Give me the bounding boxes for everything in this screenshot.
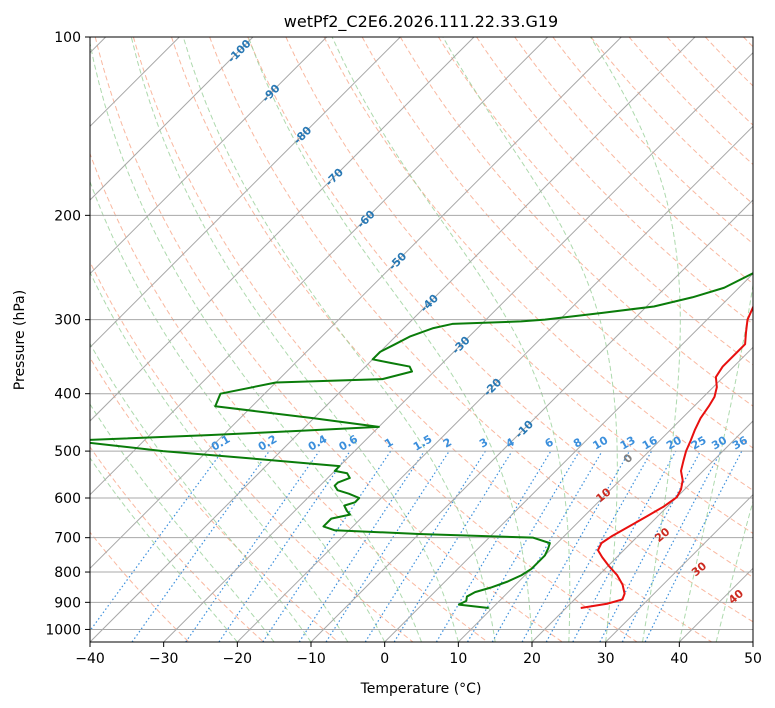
dry-adiabat: [628, 37, 753, 166]
moist-adiabat: [247, 37, 533, 642]
temperature-line: [580, 304, 753, 609]
isotherm-line: [236, 125, 753, 642]
x-tick-label: 0: [380, 651, 389, 667]
moist-adiabat: [182, 37, 496, 642]
dry-adiabat: [209, 37, 753, 623]
plot-frame: [89, 36, 754, 643]
mixing-ratio-line: [393, 450, 513, 642]
dry-adiabat: [94, 37, 563, 642]
isotherm-line: [310, 199, 753, 642]
moist-adiabat: [90, 40, 422, 642]
y-tick-label: 100: [54, 30, 81, 46]
moist-adiabat: [90, 180, 386, 642]
isotherm-line: [90, 37, 475, 422]
dry-adiabat: [399, 37, 753, 407]
moist-adiabat: [331, 37, 571, 642]
chart-title: wetPf2_C2E6.2026.111.22.33.G19: [284, 12, 558, 32]
dry-adiabat: [438, 37, 753, 366]
x-tick-label: −10: [296, 651, 326, 667]
mixing-ratio-line: [644, 450, 743, 642]
dry-adiabat: [514, 37, 753, 285]
mixing-ratio-line: [131, 450, 270, 642]
y-tick-label: 400: [54, 387, 81, 403]
moist-adiabat: [590, 37, 681, 642]
dry-adiabat: [90, 446, 264, 642]
dry-adiabat: [247, 37, 753, 578]
isotherm-line: [605, 493, 753, 642]
mixing-ratio-line: [572, 450, 677, 642]
x-tick-label: 20: [523, 651, 541, 667]
moist-adiabat: [90, 457, 238, 642]
moist-adiabat: [678, 281, 753, 642]
dry-adiabat: [285, 37, 753, 535]
y-tick-label: 1000: [45, 622, 81, 638]
dewpoint-line: [90, 272, 753, 609]
x-tick-label: 50: [744, 651, 762, 667]
dry-adiabat: [132, 37, 638, 642]
isotherm-line: [90, 37, 622, 570]
moist-adiabat: [715, 499, 753, 642]
y-tick-label: 700: [54, 531, 81, 547]
y-tick-label: 900: [54, 595, 81, 611]
moist-adiabat: [442, 37, 618, 642]
x-axis-title: Temperature (°C): [360, 681, 482, 697]
dry-adiabat: [90, 260, 414, 642]
moist-adiabat: [90, 271, 349, 642]
dry-adiabat: [171, 37, 713, 642]
dry-adiabat: [323, 37, 753, 491]
isotherm-line: [531, 420, 753, 642]
mixing-ratio-line: [325, 450, 450, 642]
isotherm-line: [384, 272, 753, 642]
y-tick-label: 300: [54, 313, 81, 329]
mixing-ratio-line: [90, 450, 223, 632]
mixing-ratio-line: [185, 450, 320, 642]
mixing-ratio-line: [218, 450, 351, 642]
x-tick-label: 40: [670, 651, 688, 667]
y-tick-label: 500: [54, 444, 81, 460]
y-tick-label: 200: [54, 208, 81, 224]
y-tick-label: 800: [54, 565, 81, 581]
x-tick-label: −40: [75, 651, 105, 667]
mixing-ratio-line: [298, 450, 425, 642]
moist-adiabat: [130, 37, 459, 642]
isotherm-line: [90, 37, 696, 642]
y-axis-title: Pressure (hPa): [12, 290, 28, 390]
isotherm-line: [90, 37, 549, 496]
x-tick-label: −20: [223, 651, 253, 667]
isotherm-line: [457, 346, 753, 642]
isotherm-line: [90, 37, 254, 201]
isotherm-line: [90, 37, 401, 349]
mixing-ratio-line: [262, 450, 392, 642]
x-tick-label: 30: [597, 651, 615, 667]
dry-adiabat: [90, 152, 488, 642]
y-tick-label: 600: [54, 491, 81, 507]
isotherm-line: [90, 37, 328, 275]
mixing-ratio-line: [545, 450, 653, 642]
x-tick-label: 10: [449, 651, 467, 667]
x-tick-label: −30: [149, 651, 179, 667]
isotherm-line: [163, 51, 753, 642]
mixing-ratio-line: [521, 450, 631, 642]
dry-adiabat: [552, 37, 753, 245]
